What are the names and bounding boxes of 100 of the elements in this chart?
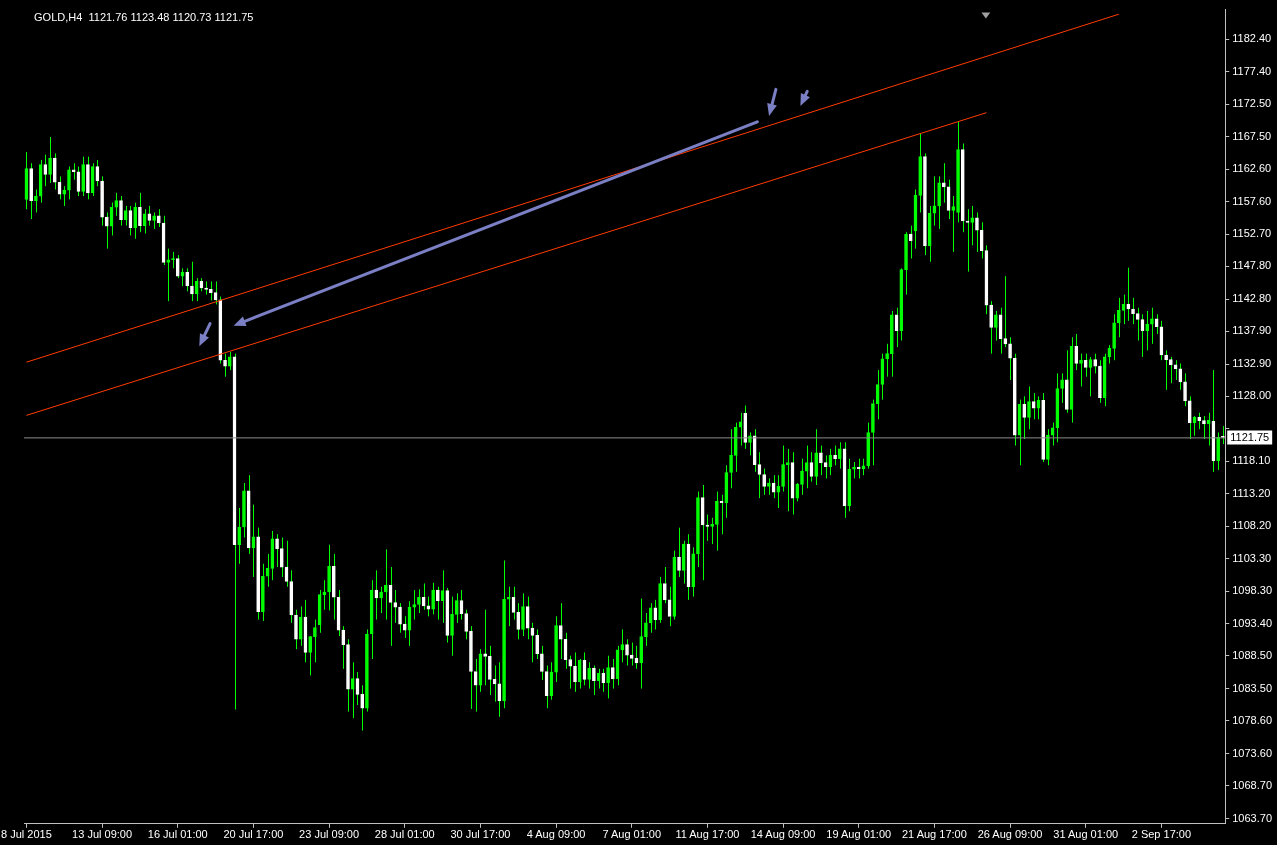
candlestick: [1135, 307, 1140, 342]
candlestick: [1046, 428, 1050, 466]
candlestick: [979, 221, 984, 259]
candlestick: [431, 582, 435, 615]
candlestick: [417, 588, 421, 614]
candlestick: [194, 277, 199, 302]
y-tick-label: 1128.00: [1232, 389, 1272, 402]
candlestick: [1131, 297, 1135, 325]
candlestick: [1145, 310, 1150, 351]
candlestick: [611, 658, 615, 690]
candlestick: [384, 548, 388, 621]
candlestick: [535, 628, 539, 660]
x-tick-label: 2 Sep 17:00: [1131, 828, 1192, 841]
x-tick-label: 4 Aug 09:00: [526, 828, 586, 841]
candlestick: [819, 445, 823, 476]
candlestick: [833, 445, 837, 466]
candlestick: [483, 609, 487, 686]
candlestick: [908, 225, 913, 259]
candlestick: [710, 517, 714, 545]
y-tick-label: 1088.50: [1232, 648, 1272, 661]
candlestick: [308, 635, 312, 676]
candlestick: [975, 211, 979, 253]
candlestick: [937, 175, 941, 230]
candlestick: [558, 602, 563, 660]
candlestick: [942, 162, 946, 204]
candlestick: [951, 195, 956, 253]
y-tick-label: 1078.60: [1232, 713, 1272, 726]
candlestick: [138, 192, 142, 233]
candlestick: [313, 619, 317, 663]
candlestick: [625, 638, 629, 667]
candlestick: [592, 665, 596, 696]
x-tick-label: 13 Jul 09:00: [72, 828, 133, 841]
x-tick-label: 21 Aug 17:00: [901, 828, 967, 841]
candlestick: [464, 609, 469, 640]
candlestick: [540, 645, 544, 681]
y-tick-label: 1093.40: [1232, 616, 1272, 629]
x-tick-label: 19 Aug 01:00: [826, 828, 892, 841]
candlestick: [620, 628, 625, 663]
candlestick: [350, 661, 355, 719]
y-tick-label: 1118.10: [1232, 454, 1271, 467]
candlestick: [994, 310, 998, 342]
candlestick: [298, 605, 303, 647]
candlestick: [516, 602, 521, 640]
y-tick-label: 1137.90: [1232, 324, 1272, 337]
candlestick: [577, 658, 582, 690]
y-tick-label: 1068.70: [1232, 778, 1272, 791]
y-tick-label: 1182.40: [1232, 32, 1272, 45]
candlestick: [104, 211, 109, 250]
x-tick-label: 23 Jul 09:00: [299, 828, 360, 841]
candlestick: [237, 507, 242, 565]
y-tick-label: 1113.20: [1232, 486, 1271, 499]
y-tick-label: 1132.90: [1232, 357, 1272, 370]
x-tick-label: 14 Aug 09:00: [750, 828, 816, 841]
x-tick-label: 26 Aug 09:00: [977, 828, 1043, 841]
y-tick-label: 1162.60: [1232, 162, 1272, 175]
candlestick: [587, 661, 592, 690]
candlestick: [166, 248, 171, 302]
candlestick: [114, 192, 119, 217]
candlestick: [360, 684, 365, 732]
y-tick-label: 1103.30: [1232, 551, 1272, 564]
candlestick: [123, 205, 128, 227]
candlestick: [48, 136, 52, 184]
candlestick: [1169, 356, 1173, 384]
y-tick-label: 1152.70: [1232, 227, 1272, 240]
candlestick: [275, 533, 279, 568]
candlestick: [133, 202, 138, 240]
candlestick: [644, 612, 648, 647]
x-tick-label: 31 Aug 01:00: [1053, 828, 1119, 841]
y-tick-label: 1177.40: [1232, 65, 1272, 78]
candlestick: [412, 589, 417, 621]
candlestick: [1117, 297, 1121, 338]
candlestick: [525, 596, 530, 640]
y-tick-label: 1147.80: [1232, 259, 1272, 272]
candlestick: [1164, 349, 1168, 391]
candlestick: [175, 254, 180, 279]
candlestick: [1178, 363, 1183, 391]
candlestick: [1031, 392, 1036, 420]
candlestick: [1187, 395, 1192, 440]
candlestick: [762, 468, 766, 496]
candlestick: [800, 458, 804, 496]
candlestick: [1126, 267, 1131, 322]
y-tick-label: 1172.50: [1232, 97, 1272, 110]
candlestick: [729, 428, 733, 489]
candlestick: [279, 537, 284, 578]
candlestick: [1008, 336, 1012, 381]
candlestick: [488, 645, 492, 696]
candlestick: [1079, 353, 1083, 387]
candlestick: [204, 280, 208, 296]
x-tick-label: 11 Aug 17:00: [675, 828, 740, 841]
candlestick: [885, 343, 889, 378]
candlestick: [781, 445, 785, 493]
y-tick-label: 1157.60: [1232, 195, 1272, 208]
y-tick-label: 1073.60: [1232, 746, 1272, 759]
candlestick: [393, 589, 398, 624]
y-tick-label: 1108.20: [1232, 519, 1272, 532]
candlestick: [379, 586, 383, 614]
candlestick: [804, 445, 809, 489]
x-tick-label: 7 Aug 01:00: [602, 828, 662, 841]
x-tick-label: 8 Jul 2015: [1, 828, 52, 841]
x-tick-label: 16 Jul 01:00: [147, 828, 208, 841]
